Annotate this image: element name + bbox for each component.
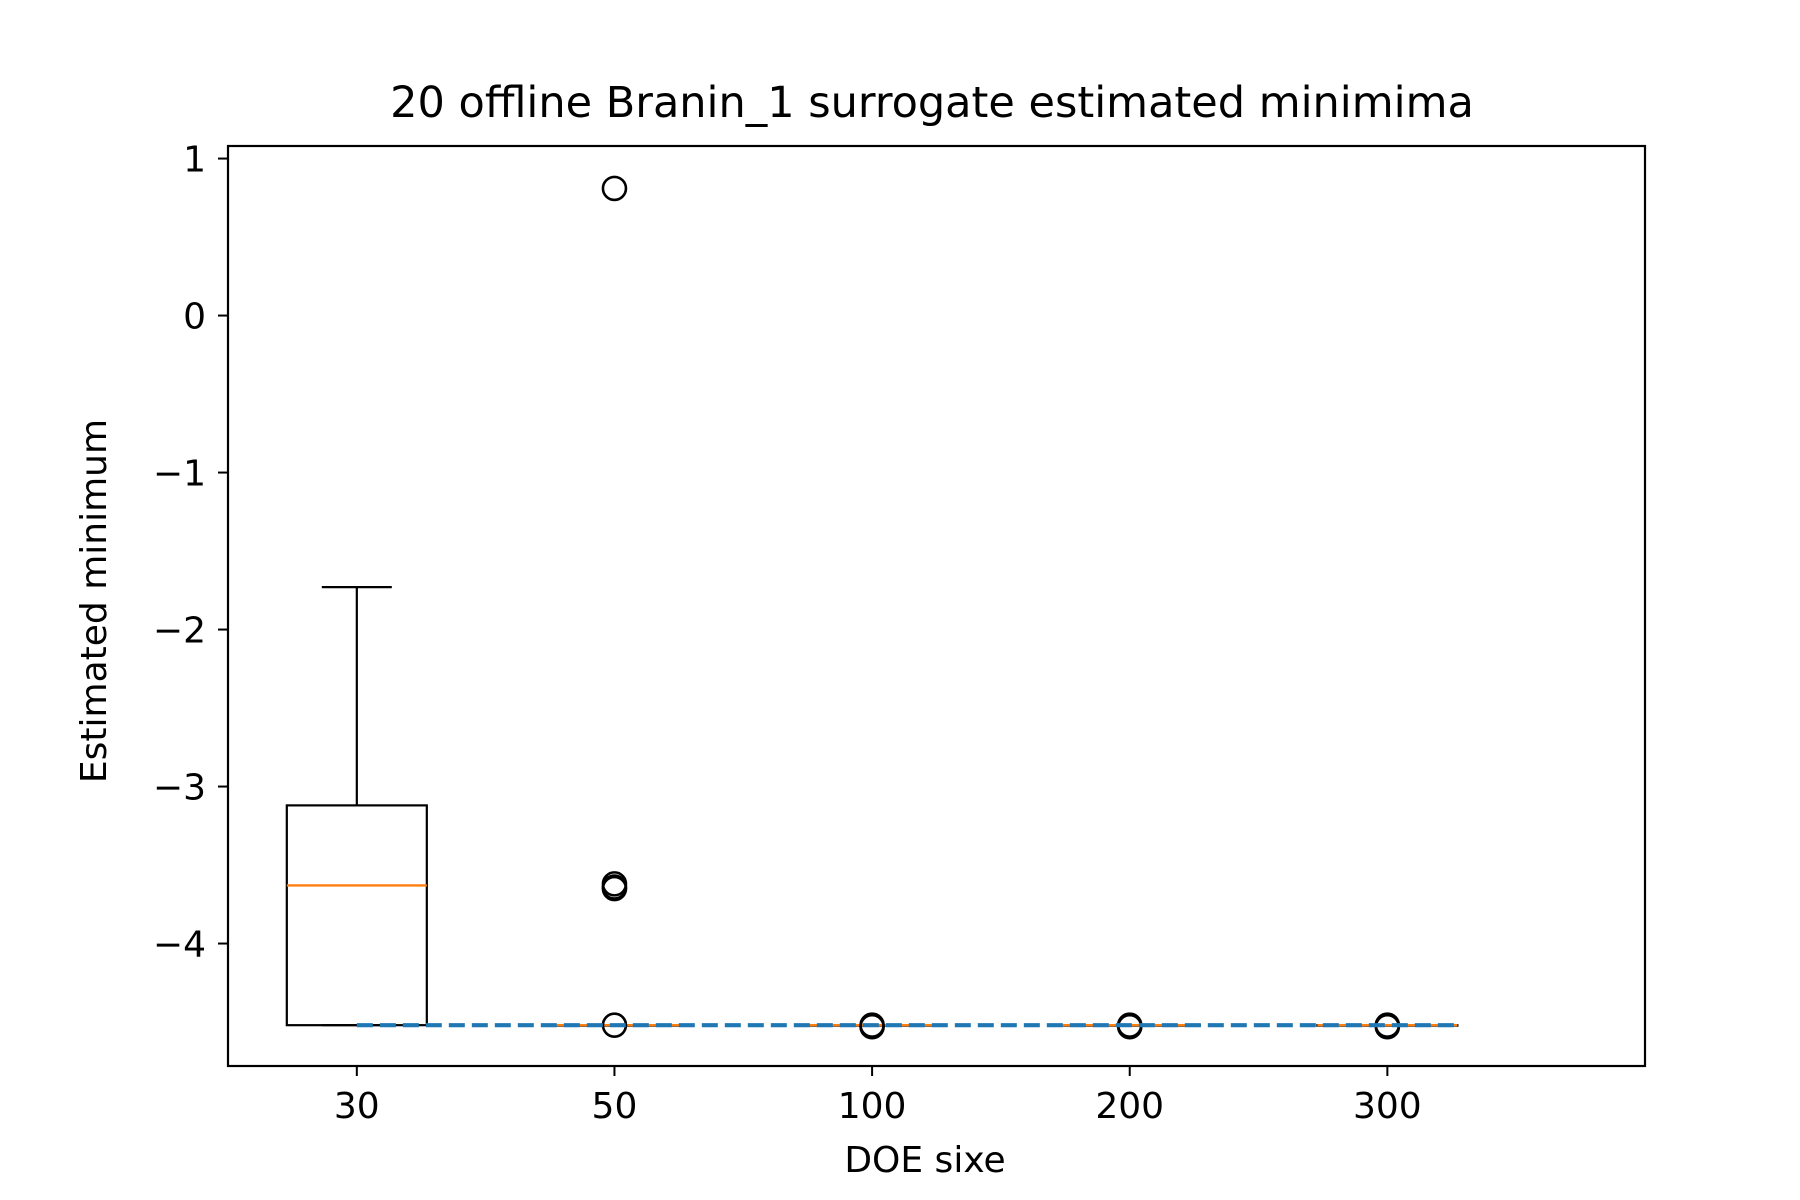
y-tick-label: −1 bbox=[153, 454, 206, 495]
chart-title: 20 offline Branin_1 surrogate estimated … bbox=[390, 78, 1474, 128]
box-30 bbox=[285, 586, 428, 1027]
y-axis-label: Estimated minimum bbox=[74, 419, 115, 783]
x-axis-label: DOE sixe bbox=[844, 1140, 1005, 1181]
flier-point bbox=[601, 1012, 628, 1038]
box-body bbox=[285, 804, 428, 1027]
plot-frame bbox=[226, 144, 1647, 1068]
x-tick-label: 100 bbox=[838, 1086, 907, 1127]
y-tick-label: −3 bbox=[153, 768, 206, 809]
y-tick-label: −4 bbox=[153, 925, 206, 966]
x-tick-label: 30 bbox=[334, 1086, 380, 1127]
flier-point bbox=[601, 175, 628, 202]
flier-point bbox=[859, 1013, 885, 1040]
x-tick-label: 200 bbox=[1095, 1086, 1164, 1127]
y-tick-label: −2 bbox=[153, 611, 206, 652]
y-tick-label: 1 bbox=[183, 140, 206, 181]
x-tick-label: 300 bbox=[1353, 1086, 1422, 1127]
y-tick-label: 0 bbox=[183, 297, 206, 338]
flier-point bbox=[601, 875, 628, 902]
plot-area: 1 0 −1 −2 −3 −4 30 50 100 200 300 bbox=[153, 140, 1647, 1127]
x-tick-label: 50 bbox=[592, 1086, 638, 1127]
box-50 bbox=[543, 175, 686, 1038]
